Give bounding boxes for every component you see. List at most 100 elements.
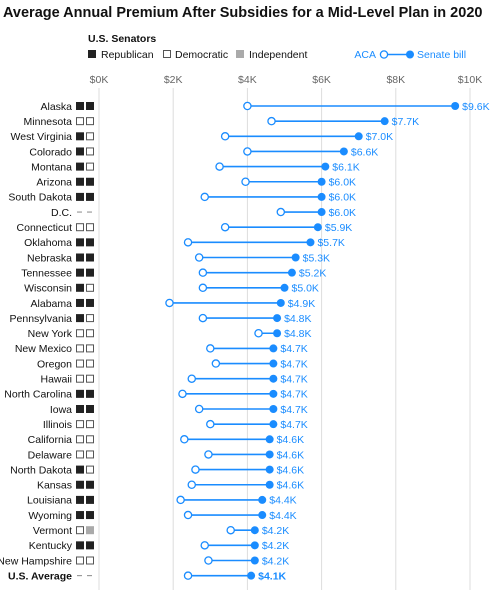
senator-democratic-square bbox=[86, 359, 94, 368]
senate-bill-marker bbox=[265, 480, 274, 489]
senator-democratic-square bbox=[86, 117, 94, 126]
senator-democratic-square bbox=[86, 162, 94, 171]
senate-value-label: $6.6K bbox=[351, 146, 378, 158]
chart-row: Hawaii $4.7K bbox=[40, 374, 307, 386]
senate-value-label: $4.2K bbox=[262, 555, 289, 567]
senator-democratic-square bbox=[86, 329, 94, 338]
chart-rows: Alaska $9.6K Minnesota $7.7K West Virginia $7… bbox=[0, 101, 490, 583]
state-label: Wisconsin bbox=[24, 283, 72, 295]
democratic-swatch bbox=[163, 50, 171, 58]
state-label: Arizona bbox=[36, 177, 72, 189]
senator-democratic-square bbox=[76, 450, 84, 459]
aca-marker bbox=[200, 192, 209, 202]
senate-bill-marker bbox=[269, 359, 278, 368]
senate-bill-marker bbox=[280, 283, 289, 292]
chart-row: U.S. Average $4.1K bbox=[8, 570, 287, 582]
state-label: Minnesota bbox=[24, 116, 73, 128]
state-label: Kentucky bbox=[29, 540, 73, 552]
senate-value-label: $4.7K bbox=[280, 404, 307, 416]
state-label: Delaware bbox=[28, 449, 73, 461]
senate-value-label: $4.7K bbox=[280, 419, 307, 431]
chart-row: Colorado $6.6K bbox=[29, 146, 378, 158]
aca-marker bbox=[220, 132, 230, 141]
senate-bill-marker bbox=[291, 253, 300, 262]
senator-republican-square bbox=[76, 511, 84, 520]
independent-legend-label: Independent bbox=[249, 49, 307, 61]
aca-marker bbox=[204, 556, 213, 565]
senate-value-label: $4.6K bbox=[277, 449, 304, 461]
chart-row: Arizona $6.0K bbox=[36, 177, 356, 189]
chart-row: New Mexico $4.7K bbox=[15, 343, 308, 355]
aca-marker bbox=[187, 480, 196, 489]
senate-value-label: $6.0K bbox=[329, 177, 356, 189]
senator-republican-square bbox=[86, 495, 94, 504]
democratic-legend-label: Democratic bbox=[175, 49, 228, 61]
senator-republican-square bbox=[76, 162, 84, 171]
chart-row: California $4.6K bbox=[28, 434, 304, 446]
state-label: North Carolina bbox=[4, 389, 72, 401]
senate-value-label: $4.2K bbox=[262, 525, 289, 537]
chart-row: Oregon $4.7K bbox=[37, 358, 308, 370]
senator-republican-square bbox=[76, 177, 84, 186]
state-label: New Mexico bbox=[15, 343, 72, 355]
senator-republican-square bbox=[76, 253, 84, 262]
senate-value-label: $5.2K bbox=[299, 267, 326, 279]
state-label: New York bbox=[28, 328, 73, 340]
senate-bill-marker bbox=[317, 208, 326, 217]
senate-bill-marker bbox=[265, 435, 274, 444]
senate-value-label: $7.0K bbox=[366, 131, 393, 143]
chart-title: Average Annual Premium After Subsidies f… bbox=[3, 5, 482, 21]
aca-marker bbox=[220, 222, 230, 232]
senate-bill-marker bbox=[250, 526, 259, 535]
state-label: Iowa bbox=[50, 404, 72, 416]
senate-bill-legend-label: Senate bill bbox=[417, 49, 466, 61]
chart-row: Minnesota $7.7K bbox=[24, 116, 420, 128]
senate-value-label: $4.8K bbox=[284, 313, 311, 325]
senator-republican-square bbox=[76, 465, 84, 474]
x-axis-ticks: $0K $2K $4K $6K $8K $10K bbox=[90, 74, 483, 86]
senator-republican-square bbox=[76, 314, 84, 323]
state-label: Alabama bbox=[31, 298, 73, 310]
chart-row: West Virginia $7.0K bbox=[11, 131, 394, 143]
senator-democratic-square bbox=[76, 374, 84, 383]
senate-bill-marker bbox=[380, 117, 389, 126]
senate-value-label: $4.7K bbox=[280, 389, 307, 401]
chart-row: North Dakota $4.6K bbox=[10, 464, 304, 476]
senator-democratic-square bbox=[86, 374, 94, 383]
aca-marker bbox=[241, 177, 250, 186]
gridlines bbox=[98, 88, 471, 590]
chart-row: Wisconsin $5.0K bbox=[24, 283, 319, 295]
senate-value-label: $5.7K bbox=[317, 237, 344, 249]
chart-row: New Hampshire $4.2K bbox=[0, 555, 289, 567]
senate-value-label: $5.3K bbox=[303, 252, 330, 264]
senate-bill-marker bbox=[269, 389, 278, 398]
senate-value-label: $4.8K bbox=[284, 328, 311, 340]
senate-value-label: $4.6K bbox=[277, 480, 304, 492]
senator-republican-square bbox=[76, 480, 84, 489]
senator-republican-square bbox=[76, 102, 84, 110]
senate-bill-marker bbox=[321, 162, 330, 171]
senator-republican-square bbox=[86, 268, 94, 277]
senate-bill-marker bbox=[269, 420, 278, 429]
senate-bill-marker bbox=[250, 541, 259, 550]
senator-republican-square bbox=[86, 192, 94, 201]
chart-row: Alabama $4.9K bbox=[31, 298, 316, 310]
senator-republican-square bbox=[86, 541, 94, 550]
chart-row: Vermont $4.2K bbox=[33, 525, 289, 537]
senator-republican-square bbox=[86, 253, 94, 262]
state-label: U.S. Average bbox=[8, 570, 72, 582]
aca-marker bbox=[211, 359, 221, 368]
senate-value-label: $4.4K bbox=[269, 510, 296, 522]
state-label: California bbox=[28, 434, 73, 446]
senator-republican-square bbox=[86, 480, 94, 489]
aca-marker bbox=[243, 101, 252, 111]
aca-marker bbox=[198, 268, 208, 277]
chart-row: South Dakota $6.0K bbox=[8, 192, 356, 204]
senate-bill-marker bbox=[265, 450, 274, 459]
senator-democratic-square bbox=[86, 314, 94, 323]
senator-republican-square bbox=[86, 389, 94, 398]
senator-democratic-square bbox=[76, 359, 84, 368]
chart-row: Delaware $4.6K bbox=[28, 449, 304, 461]
senators-legend-heading: U.S. Senators bbox=[88, 33, 156, 45]
